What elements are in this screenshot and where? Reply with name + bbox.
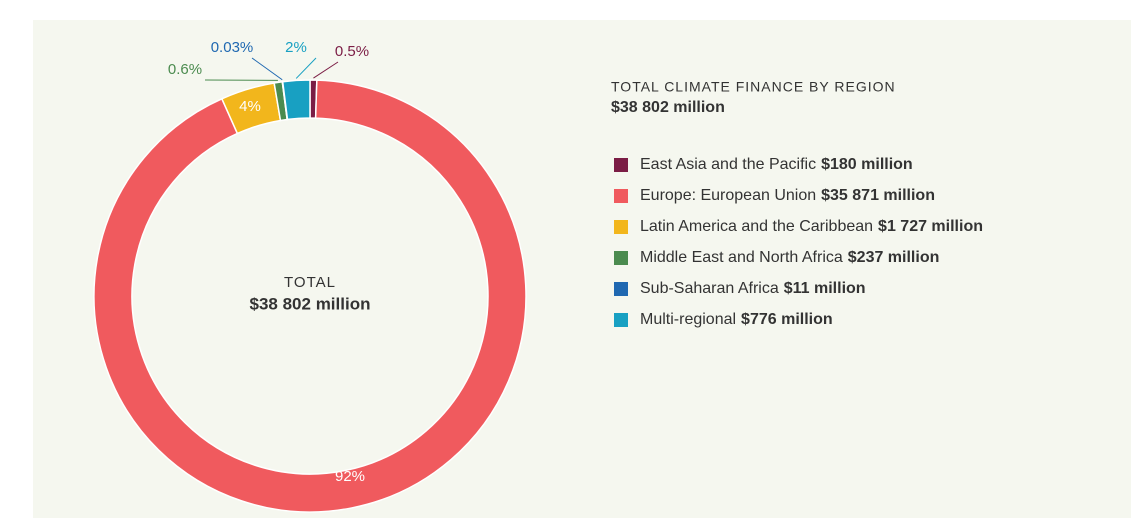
leader-line [313,61,339,79]
legend-amount: $180 million [821,156,913,173]
center-label: TOTAL [284,274,336,291]
donut-segment [93,79,527,513]
legend-entry: Europe: European Union $35 871 million [640,187,935,204]
legend-name: Europe: European Union [640,187,816,204]
data-label: 4% [239,98,261,115]
legend-name: Middle East and North Africa [640,249,843,266]
legend-amount: $11 million [784,280,866,297]
legend-name: Latin America and the Caribbean [640,218,873,235]
legend-swatch [614,251,628,265]
legend-swatch [614,313,628,327]
leader-line [251,57,283,81]
legend-entry: Latin America and the Caribbean $1 727 mi… [640,218,983,235]
legend-name: Sub-Saharan Africa [640,280,779,297]
legend-amount: $35 871 million [821,187,935,204]
legend-swatch [614,282,628,296]
legend-swatch [614,189,628,203]
legend-amount: $776 million [741,311,833,328]
data-label: 0.03% [211,39,254,56]
data-label: 92% [335,468,365,485]
legend-entry: East Asia and the Pacific $180 million [640,156,913,173]
legend-entry: Sub-Saharan Africa $11 million [640,280,866,297]
legend-entry: Middle East and North Africa $237 million [640,249,939,266]
legend-amount: $1 727 million [878,218,983,235]
data-label: 0.6% [168,61,202,78]
legend-swatch [614,220,628,234]
center-value: $38 802 million [250,294,371,313]
legend-title: TOTAL CLIMATE FINANCE BY REGION [611,79,896,95]
legend-entry: Multi-regional $776 million [640,311,833,328]
donut-segment [281,79,311,121]
data-label: 0.5% [335,43,369,60]
leader-line [295,57,317,79]
legend-total: $38 802 million [611,99,725,116]
legend-amount: $237 million [848,249,940,266]
legend-name: East Asia and the Pacific [640,156,816,173]
legend-name: Multi-regional [640,311,736,328]
legend-swatch [614,158,628,172]
data-label: 2% [285,39,307,56]
